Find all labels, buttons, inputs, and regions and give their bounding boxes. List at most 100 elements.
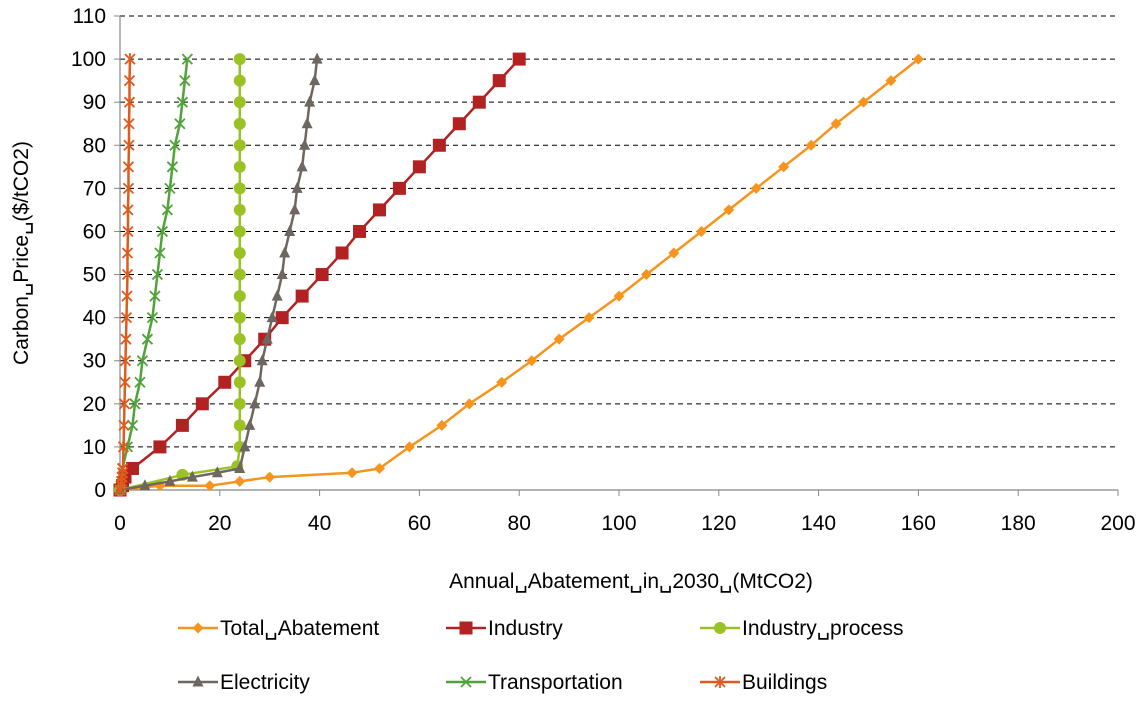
legend-label: Electricity: [220, 671, 310, 694]
data-point: [830, 118, 842, 130]
y-tick-label: 90: [83, 91, 106, 114]
data-point: [613, 290, 625, 302]
data-point: [233, 397, 246, 410]
data-point: [121, 247, 134, 259]
data-point: [136, 355, 149, 367]
data-point: [123, 96, 136, 109]
data-point: [181, 53, 194, 65]
data-point: [403, 441, 415, 453]
data-point: [126, 419, 139, 432]
x-tick-label: 160: [901, 512, 936, 535]
data-point: [233, 203, 246, 216]
series-3: [114, 52, 323, 495]
data-point: [432, 138, 446, 152]
data-point: [179, 75, 191, 87]
data-point: [233, 354, 246, 367]
series-group: [113, 52, 924, 497]
grid-lines: [120, 15, 1118, 448]
data-point: [153, 440, 167, 454]
data-point: [295, 289, 309, 303]
data-point: [134, 376, 146, 388]
data-point: [166, 161, 179, 173]
data-point: [233, 376, 246, 389]
legend-label: Industry␣process: [742, 617, 904, 640]
y-axis-label: Carbon␣Price␣($/tCO2): [10, 141, 33, 365]
tick-labels: 0 10 20 30 40 50 60 70 80 90 100 110 0 20 40 60 80 100 120…: [71, 5, 1136, 535]
data-point: [122, 160, 135, 173]
data-point: [121, 290, 133, 303]
data-point: [750, 182, 762, 194]
y-tick-label: 110: [73, 5, 106, 28]
series-5: [114, 53, 136, 496]
data-point: [149, 290, 161, 302]
data-point: [885, 75, 897, 87]
data-point: [233, 311, 246, 324]
data-point: [373, 462, 385, 474]
data-point: [121, 268, 134, 281]
data-point: [254, 375, 266, 387]
data-point: [299, 138, 311, 150]
data-point: [120, 311, 133, 324]
data-point: [275, 311, 289, 325]
data-point: [261, 332, 273, 344]
data-point: [218, 375, 232, 389]
data-point: [805, 139, 817, 151]
legend: Total␣Abatement Industry Industry␣process E…: [178, 617, 904, 694]
y-tick-label: 50: [83, 264, 106, 287]
data-point: [118, 419, 130, 432]
legend-item-3: Electricity: [178, 671, 310, 694]
data-point: [117, 462, 129, 475]
data-point: [264, 471, 276, 483]
legend-marker: [714, 676, 726, 688]
legend-marker: [714, 622, 726, 634]
data-point: [335, 246, 349, 260]
data-point: [526, 355, 538, 367]
data-point: [249, 397, 261, 409]
data-point: [695, 225, 707, 237]
data-point: [122, 225, 134, 238]
series-line: [119, 59, 242, 492]
data-point: [123, 139, 135, 152]
data-point: [301, 117, 313, 129]
data-point: [276, 268, 288, 280]
x-tick-label: 120: [701, 512, 736, 535]
series-line: [119, 58, 920, 492]
data-point: [119, 354, 132, 367]
data-point: [123, 74, 136, 87]
series-4: [114, 53, 194, 496]
data-point: [186, 470, 198, 482]
data-point: [233, 333, 246, 346]
data-point: [412, 160, 426, 174]
data-point: [583, 312, 595, 324]
x-tick-label: 180: [1001, 512, 1036, 535]
x-tick-label: 0: [114, 512, 126, 535]
data-point: [289, 203, 301, 215]
data-point: [778, 161, 790, 173]
data-point: [436, 419, 448, 431]
data-point: [233, 53, 246, 66]
data-point: [291, 181, 303, 193]
x-tick-label: 140: [801, 512, 836, 535]
legend-marker: [192, 622, 204, 634]
data-point: [256, 354, 268, 366]
legend-item-0: Total␣Abatement: [178, 617, 379, 640]
data-point: [492, 74, 506, 88]
data-point: [392, 181, 406, 195]
data-point: [233, 268, 246, 281]
data-point: [233, 182, 246, 195]
data-point: [244, 418, 256, 430]
data-point: [304, 95, 316, 107]
data-point: [496, 376, 508, 388]
data-point: [156, 225, 169, 238]
data-point: [233, 225, 246, 238]
data-point: [195, 397, 209, 411]
axes: [114, 15, 1119, 496]
data-point: [119, 376, 131, 389]
data-point: [122, 203, 134, 216]
data-point: [296, 160, 308, 172]
y-tick-label: 70: [83, 177, 106, 200]
legend-item-5: Buildings: [700, 671, 827, 694]
y-tick-label: 20: [83, 393, 106, 416]
data-point: [315, 268, 329, 282]
data-point: [668, 247, 680, 259]
